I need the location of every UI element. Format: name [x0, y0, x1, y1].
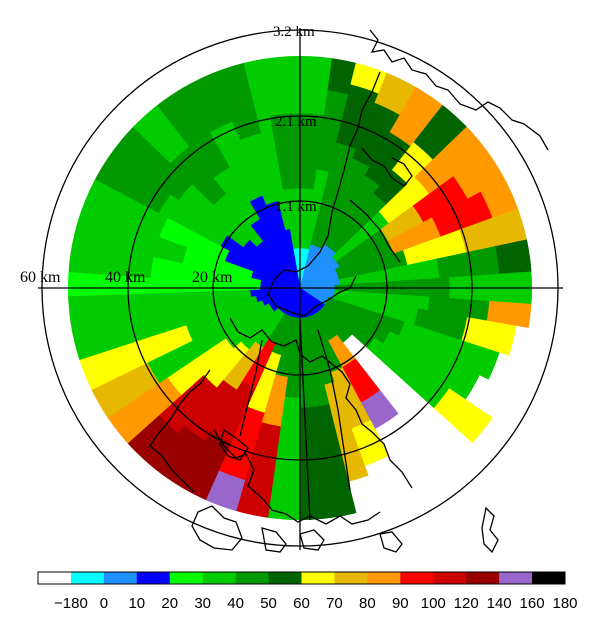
colorbar-swatch: [169, 572, 204, 584]
colorbar-tick-label: 100: [421, 595, 446, 612]
colorbar-tick-label: 90: [392, 595, 409, 612]
colorbar-swatch: [400, 572, 434, 584]
colorbar-swatch: [466, 572, 500, 584]
colorbar-frame: [37, 571, 566, 585]
ring-label-3-2km: 3.2 km: [273, 24, 315, 40]
colorbar-swatch: [433, 572, 467, 584]
colorbar-swatch: [367, 572, 401, 584]
colorbar-tick-label: 120: [454, 595, 479, 612]
colorbar-swatch: [334, 572, 368, 584]
colorbar-tick-label: 20: [161, 595, 178, 612]
colorbar-tick-label: 140: [487, 595, 512, 612]
reflectivity-wedge: [259, 56, 333, 117]
colorbar-swatch: [235, 572, 270, 584]
reflectivity-wedge: [243, 59, 275, 143]
colorbar-tick-label: 80: [359, 595, 376, 612]
colorbar-tick-label: 0: [100, 595, 108, 612]
colorbar-tick-label: 160: [520, 595, 545, 612]
ring-label-1-1km: 1.1 km: [275, 199, 317, 215]
colorbar-swatch: [103, 572, 138, 584]
colorbar: −180 0 10 20 30 40 50 60 70 80 90 100 120 140 160 180: [37, 571, 578, 612]
colorbar-swatch: [70, 572, 105, 584]
colorbar-swatch: [301, 572, 335, 584]
colorbar-swatch: [532, 572, 566, 584]
range-rings: [38, 28, 563, 550]
colorbar-swatch: [499, 572, 533, 584]
colorbar-swatch: [268, 572, 302, 584]
coastline-overlay: [149, 29, 549, 554]
range-label-20km: 20 km: [192, 269, 233, 286]
colorbar-swatch: [136, 572, 171, 584]
colorbar-tick-label: 180: [552, 595, 577, 612]
colorbar-tick-label: 70: [326, 595, 343, 612]
range-label-40km: 40 km: [105, 269, 146, 286]
reflectivity-wedge: [68, 271, 83, 297]
colorbar-tick-label: 40: [227, 595, 244, 612]
colorbar-tick-label: 50: [260, 595, 277, 612]
colorbar-swatch: [202, 572, 237, 584]
colorbar-tick-label: 10: [128, 595, 145, 612]
colorbar-swatch: [38, 572, 72, 584]
ring-label-2-1km: 2.1 km: [275, 114, 317, 130]
colorbar-tick-label: 60: [293, 595, 310, 612]
colorbar-tick-label: 30: [194, 595, 211, 612]
colorbar-tick-label: −180: [54, 595, 88, 612]
range-label-60km: 60 km: [20, 269, 61, 286]
